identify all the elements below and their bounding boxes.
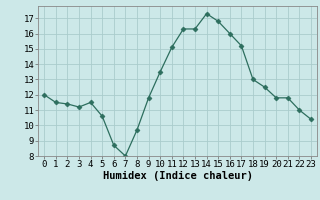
- X-axis label: Humidex (Indice chaleur): Humidex (Indice chaleur): [103, 171, 252, 181]
